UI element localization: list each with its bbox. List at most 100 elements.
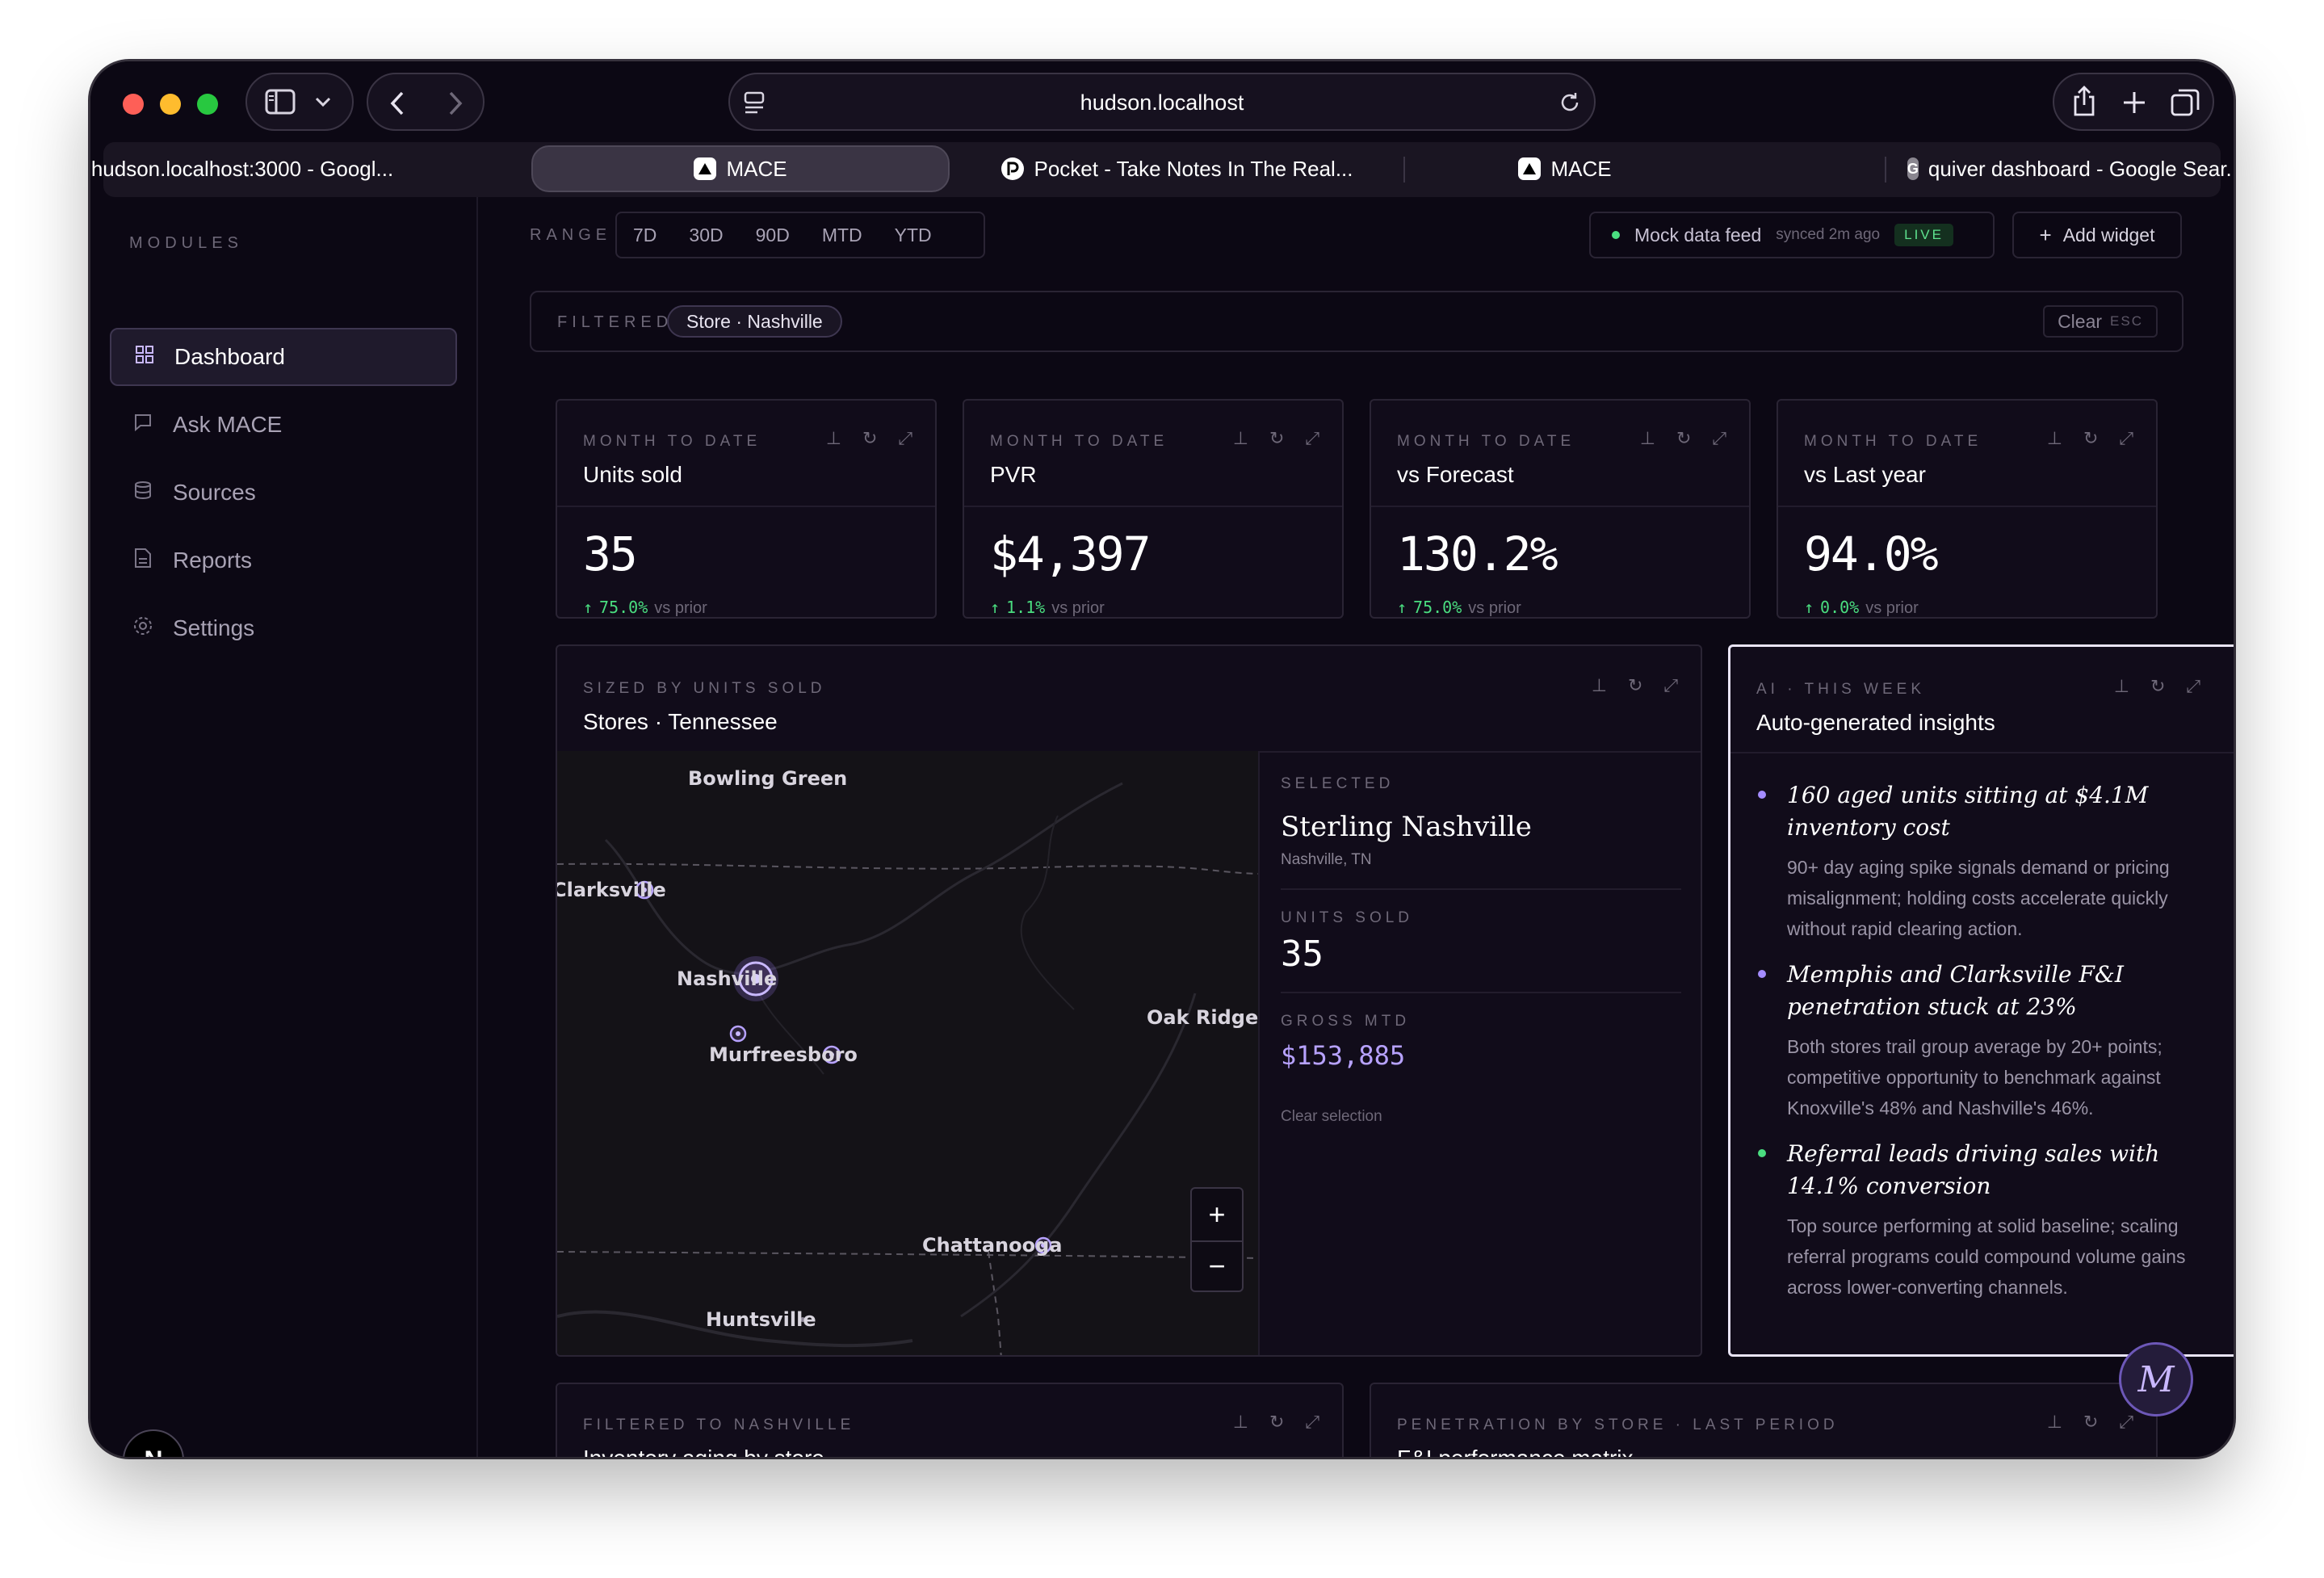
refresh-icon[interactable]: ↻ xyxy=(862,428,878,448)
page-settings-icon[interactable] xyxy=(743,90,766,115)
expand-icon[interactable]: ⤢ xyxy=(1305,1412,1319,1432)
share-icon[interactable] xyxy=(2072,86,2096,118)
tab-mace[interactable]: MACE xyxy=(1468,145,1662,192)
city-label-oak-ridge: Oak Ridge xyxy=(1147,1006,1258,1029)
pocket-logo-icon xyxy=(1001,157,1025,180)
sidebar-item-reports[interactable]: Reports xyxy=(110,531,457,590)
reload-icon[interactable] xyxy=(1558,91,1581,114)
chevron-down-icon xyxy=(315,97,331,107)
kpi-value: $4,397 xyxy=(990,527,1152,581)
kpi-value: 130.2% xyxy=(1397,527,1558,581)
address-bar[interactable]: hudson.localhost xyxy=(728,73,1596,131)
minimize-window-button[interactable] xyxy=(160,94,181,115)
zoom-window-button[interactable] xyxy=(197,94,218,115)
widget-title: Stores · Tennessee xyxy=(583,709,778,734)
city-label-chattanooga: Chattanooga xyxy=(922,1234,1062,1257)
tab-label: quiver dashboard - Google Sear... xyxy=(1928,156,2234,181)
pin-icon[interactable]: ⊥ xyxy=(2046,1412,2062,1432)
range-90d-button[interactable]: 90D xyxy=(755,224,790,246)
store-marker-dot xyxy=(1041,1243,1046,1248)
expand-icon[interactable]: ⤢ xyxy=(898,428,912,448)
pin-icon[interactable]: ⊥ xyxy=(1639,428,1655,448)
expand-icon[interactable]: ⤢ xyxy=(2119,1412,2133,1432)
filter-chip-store[interactable]: Store · Nashville xyxy=(667,305,842,338)
gear-icon xyxy=(131,615,155,642)
expand-icon[interactable]: ⤢ xyxy=(2186,676,2200,696)
pin-icon[interactable]: ⊥ xyxy=(825,428,841,448)
expand-icon[interactable]: ⤢ xyxy=(1663,675,1678,695)
expand-icon[interactable]: ⤢ xyxy=(1712,428,1726,448)
forward-icon[interactable] xyxy=(447,90,464,116)
pin-icon[interactable]: ⊥ xyxy=(2046,428,2062,448)
sidebar: MODULES Dashboard Ask MACE Sources Repor… xyxy=(90,197,478,1457)
inventory-aging-widget: FILTERED TO NASHVILLE Inventory aging by… xyxy=(556,1383,1344,1457)
selected-store-name: Sterling Nashville xyxy=(1281,811,1532,843)
city-label-clarksville: Clarksville xyxy=(557,879,666,901)
city-label-nashville: Nashville xyxy=(677,967,777,990)
zoom-in-button[interactable]: + xyxy=(1192,1189,1242,1242)
pin-icon[interactable]: ⊥ xyxy=(1232,428,1248,448)
sidebar-item-label: Settings xyxy=(173,615,255,640)
kpi-card-units-sold[interactable]: MONTH TO DATE Units sold ⊥ ↻ ⤢ 35 ↑ 75.0% vs… xyxy=(556,399,937,619)
tab-mace-active[interactable]: MACE xyxy=(531,145,950,192)
refresh-icon[interactable]: ↻ xyxy=(2150,676,2166,696)
data-feed-status[interactable]: Mock data feed synced 2m ago LIVE xyxy=(1589,212,1995,258)
feed-label: Mock data feed xyxy=(1634,224,1762,246)
range-mtd-button[interactable]: MTD xyxy=(821,224,862,246)
sidebar-toggle-button[interactable] xyxy=(245,73,354,131)
map-canvas[interactable]: Bowling Green Clarksville Nashville Murf… xyxy=(557,751,1258,1355)
pin-icon[interactable]: ⊥ xyxy=(1591,675,1607,695)
widget-tools: ⊥ ↻ ⤢ xyxy=(2047,428,2133,449)
refresh-icon[interactable]: ↻ xyxy=(1269,428,1285,448)
assistant-launcher-button[interactable]: M xyxy=(2119,1342,2193,1416)
widget-header: AI · THIS WEEK Auto-generated insights ⊥… xyxy=(1730,647,2234,753)
kpi-delta: ↑ 1.1% vs prior xyxy=(990,598,1105,617)
tab-quiver-google[interactable]: G quiver dashboard - Google Sear... xyxy=(1907,145,2234,192)
clear-selection-link[interactable]: Clear selection xyxy=(1281,1108,1382,1125)
city-marker xyxy=(828,776,833,781)
insight-item[interactable]: Referral leads driving sales with 14.1% … xyxy=(1758,1138,2226,1303)
expand-icon[interactable]: ⤢ xyxy=(1305,428,1319,448)
sidebar-item-label: Dashboard xyxy=(174,344,285,369)
tab-hudson-google[interactable]: G hudson.localhost:3000 - Googl... xyxy=(91,145,393,192)
insight-item[interactable]: Memphis and Clarksville F&I penetration … xyxy=(1758,959,2226,1123)
state-border xyxy=(988,1251,1002,1355)
kpi-card-pvr[interactable]: MONTH TO DATE PVR ⊥ ↻ ⤢ $4,397 ↑ 1.1% vs pri… xyxy=(963,399,1344,619)
refresh-icon[interactable]: ↻ xyxy=(1269,1412,1285,1432)
range-7d-button[interactable]: 7D xyxy=(633,224,657,246)
delta-value: 0.0% xyxy=(1820,598,1860,617)
bullet-icon xyxy=(1758,791,1766,799)
widget-title: vs Forecast xyxy=(1397,462,1514,487)
user-avatar[interactable]: N xyxy=(123,1429,184,1457)
window-actions xyxy=(2053,73,2214,131)
refresh-icon[interactable]: ↻ xyxy=(1627,675,1643,695)
kpi-card-vs-forecast[interactable]: MONTH TO DATE vs Forecast ⊥ ↻ ⤢ 130.2% ↑ 75… xyxy=(1370,399,1751,619)
sidebar-item-settings[interactable]: Settings xyxy=(110,599,457,657)
refresh-icon[interactable]: ↻ xyxy=(1676,428,1692,448)
pin-icon[interactable]: ⊥ xyxy=(1232,1412,1248,1432)
back-icon[interactable] xyxy=(389,90,405,116)
city-marker xyxy=(1252,1015,1257,1020)
add-widget-button[interactable]: + Add widget xyxy=(2012,212,2182,258)
tab-pocket[interactable]: Pocket - Take Notes In The Real... xyxy=(984,145,1371,192)
sidebar-item-sources[interactable]: Sources xyxy=(110,464,457,522)
kpi-card-vs-last-year[interactable]: MONTH TO DATE vs Last year ⊥ ↻ ⤢ 94.0% ↑ 0.… xyxy=(1777,399,2158,619)
pin-icon[interactable]: ⊥ xyxy=(2113,676,2129,696)
widget-eyebrow: PENETRATION BY STORE · LAST PERIOD xyxy=(1397,1416,1839,1433)
widget-eyebrow: MONTH TO DATE xyxy=(1804,433,1982,450)
sidebar-item-dashboard[interactable]: Dashboard xyxy=(110,328,457,386)
expand-icon[interactable]: ⤢ xyxy=(2119,428,2133,448)
refresh-icon[interactable]: ↻ xyxy=(2083,1412,2099,1432)
sidebar-item-ask-mace[interactable]: Ask MACE xyxy=(110,396,457,454)
tab-overview-icon[interactable] xyxy=(2171,89,2200,116)
close-window-button[interactable] xyxy=(123,94,144,115)
refresh-icon[interactable]: ↻ xyxy=(2083,428,2099,448)
insight-item[interactable]: 160 aged units sitting at $4.1M inventor… xyxy=(1758,779,2226,944)
range-ytd-button[interactable]: YTD xyxy=(894,224,932,246)
document-icon xyxy=(131,548,155,574)
range-30d-button[interactable]: 30D xyxy=(689,224,724,246)
zoom-out-button[interactable]: − xyxy=(1208,1249,1226,1282)
new-tab-icon[interactable] xyxy=(2122,90,2146,115)
clear-filter-button[interactable]: Clear ESC xyxy=(2043,305,2158,338)
chat-icon xyxy=(131,413,155,438)
